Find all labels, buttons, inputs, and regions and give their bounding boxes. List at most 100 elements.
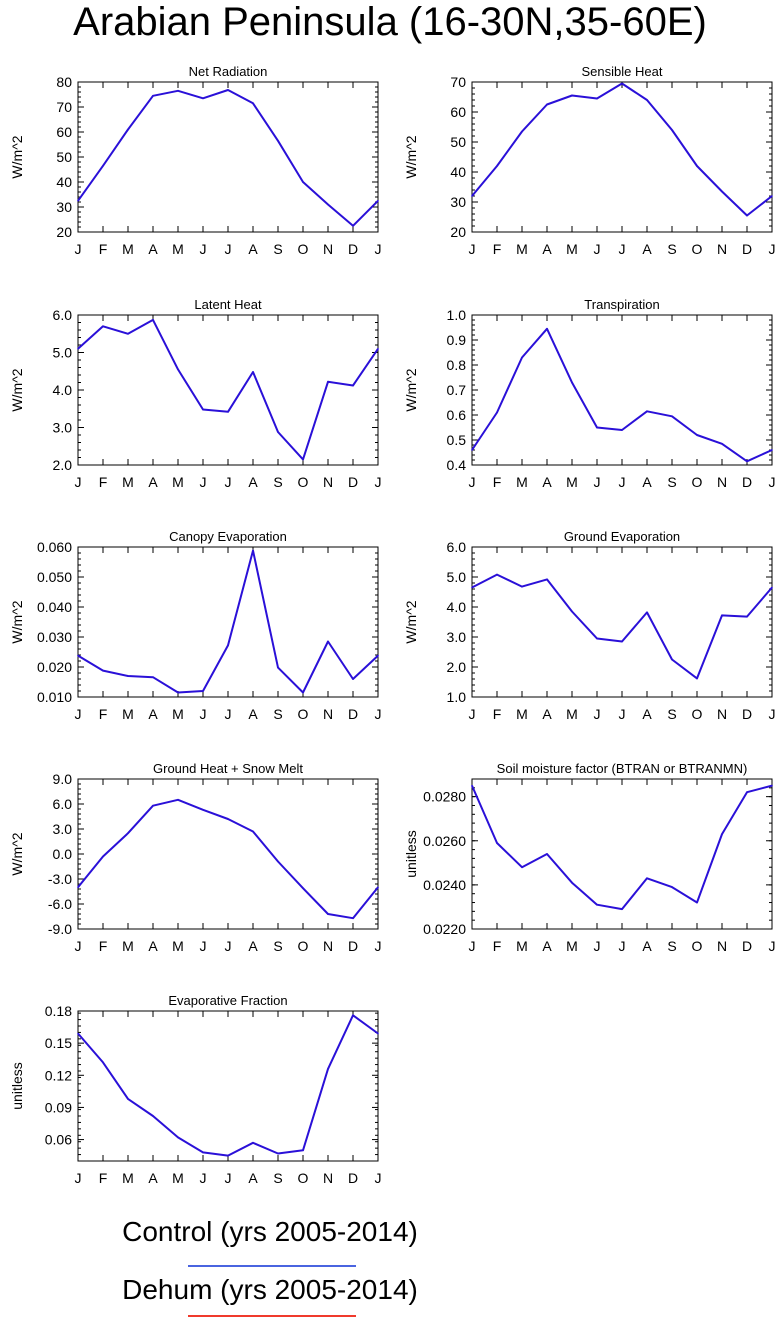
x-tick-label: A — [148, 1170, 158, 1186]
data-point — [771, 586, 773, 589]
y-tick-label: 1.0 — [447, 307, 467, 323]
y-tick-label: 0.0220 — [423, 921, 466, 937]
x-tick-label: N — [323, 706, 333, 722]
data-point — [302, 1149, 304, 1152]
y-tick-label: 20 — [450, 224, 466, 240]
x-tick-label: A — [642, 241, 652, 257]
legend-label-control: Control (yrs 2005-2014) — [122, 1216, 418, 1247]
x-tick-label: O — [298, 474, 309, 490]
x-tick-label: J — [594, 706, 601, 722]
x-tick-label: D — [348, 1170, 358, 1186]
data-point — [377, 886, 379, 889]
data-point — [77, 886, 79, 889]
data-point — [671, 129, 673, 131]
data-point — [721, 190, 723, 193]
y-tick-label: 6.0 — [447, 539, 467, 555]
data-point — [696, 901, 698, 904]
data-point — [621, 640, 623, 643]
x-tick-label: J — [75, 938, 82, 954]
x-tick-label: M — [516, 938, 528, 954]
x-tick-label: S — [667, 706, 676, 722]
x-tick-label: J — [200, 474, 207, 490]
x-tick-label: J — [619, 241, 626, 257]
y-tick-label: 0.12 — [45, 1067, 72, 1083]
data-point — [352, 384, 354, 387]
x-tick-label: J — [200, 241, 207, 257]
plot-frame — [471, 546, 773, 698]
x-tick-label: A — [542, 938, 552, 954]
y-tick-label: 1.0 — [447, 689, 467, 705]
plot-frame — [471, 778, 773, 930]
x-tick-label: J — [75, 706, 82, 722]
x-tick-label: J — [594, 241, 601, 257]
x-tick-label: N — [323, 938, 333, 954]
x-tick-label: N — [323, 241, 333, 257]
x-tick-label: J — [769, 706, 776, 722]
data-point — [327, 380, 329, 383]
x-tick-label: A — [248, 241, 258, 257]
x-tick-label: A — [148, 241, 158, 257]
y-axis-label: W/m^2 — [403, 368, 419, 411]
x-tick-label: O — [692, 706, 703, 722]
plot-frame — [471, 81, 773, 233]
x-tick-label: F — [493, 241, 502, 257]
x-tick-label: M — [172, 938, 184, 954]
x-tick-label: N — [717, 706, 727, 722]
data-point — [546, 103, 548, 106]
plot-frame — [77, 1010, 379, 1162]
y-tick-label: 20 — [56, 224, 72, 240]
data-point — [152, 319, 154, 321]
data-point — [496, 165, 498, 167]
data-point — [302, 181, 304, 183]
y-tick-label: 30 — [56, 199, 72, 215]
data-point — [227, 644, 229, 647]
x-tick-label: O — [298, 1170, 309, 1186]
y-tick-label: 0.0240 — [423, 877, 466, 893]
y-axis-label: W/m^2 — [9, 600, 25, 643]
y-tick-label: 40 — [450, 164, 466, 180]
data-point — [277, 1152, 279, 1155]
chart-title: Sensible Heat — [582, 64, 663, 79]
x-tick-label: J — [225, 706, 232, 722]
y-tick-label: 30 — [450, 194, 466, 210]
data-point — [77, 654, 79, 657]
y-tick-label: 50 — [450, 134, 466, 150]
data-point — [521, 130, 523, 133]
data-point — [77, 1032, 79, 1035]
x-tick-label: A — [542, 474, 552, 490]
x-tick-label: A — [642, 706, 652, 722]
x-tick-label: J — [75, 1170, 82, 1186]
data-point — [771, 195, 773, 197]
x-tick-label: A — [248, 474, 258, 490]
x-tick-label: F — [493, 474, 502, 490]
data-point — [771, 449, 773, 451]
data-point — [671, 658, 673, 661]
series-line-control — [471, 82, 773, 217]
data-point — [596, 903, 598, 906]
x-tick-label: J — [200, 938, 207, 954]
data-point — [252, 830, 254, 833]
x-tick-label: F — [99, 1170, 108, 1186]
chart-6: Ground Evaporation W/m^2 1.0 2.0 3.0 4.0 5.0 6.… — [403, 529, 776, 722]
data-point — [546, 327, 548, 330]
series-line-control — [471, 784, 773, 911]
x-tick-label: J — [75, 474, 82, 490]
data-point — [152, 94, 154, 97]
chart-4: Transpiration W/m^2 0.4 0.5 0.6 0.7 0.8 0.9 1.0 J… — [403, 297, 776, 490]
data-point — [302, 887, 304, 889]
x-tick-label: S — [273, 706, 282, 722]
y-axis-label: unitless — [9, 1062, 25, 1109]
data-point — [521, 585, 523, 588]
data-point — [227, 89, 229, 91]
y-tick-label: 0.060 — [37, 539, 72, 555]
x-tick-label: D — [348, 474, 358, 490]
data-point — [277, 139, 279, 142]
x-tick-label: J — [375, 938, 382, 954]
y-tick-label: 0.5 — [447, 432, 467, 448]
data-point — [127, 332, 129, 335]
y-tick-label: 3.0 — [53, 420, 73, 436]
y-tick-label: 60 — [450, 104, 466, 120]
x-tick-label: F — [99, 706, 108, 722]
x-tick-label: D — [348, 938, 358, 954]
